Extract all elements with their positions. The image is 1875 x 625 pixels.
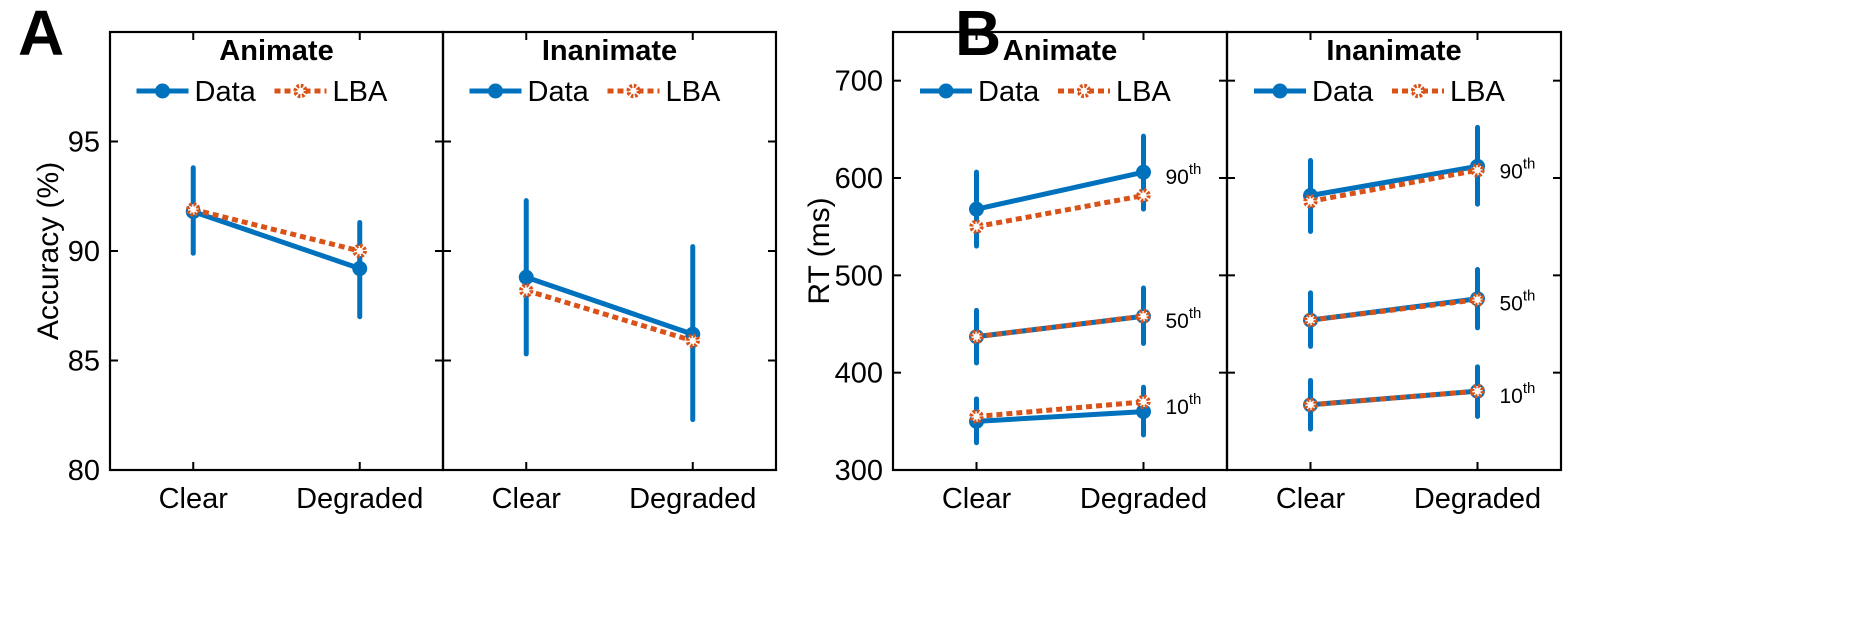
panel-a-animate-title: Animate: [219, 35, 333, 67]
panel-a-y-tick-label: 80: [68, 455, 100, 487]
panel-a-y-axis-label: Accuracy (%): [32, 162, 65, 340]
panel-a-inanimate-legend-lba-marker: [626, 83, 641, 99]
panel-a-inanimate-accuracy-lba-point: [685, 333, 700, 348]
percentile-suffix: th: [1189, 305, 1202, 322]
panel-b-inanimate-p90-data-line: [1310, 163, 1478, 198]
panel-b-inanimate-p90-lba-line: [1310, 167, 1478, 204]
panel-a-inanimate-legend-lba-label: LBA: [666, 76, 721, 108]
panel-b-animate-percentile-label-90: 90th: [1166, 161, 1202, 189]
percentile-suffix: th: [1189, 391, 1202, 408]
panel-a-inanimate-x-tick-label: Degraded: [629, 483, 756, 515]
panel-b-animate-title: Animate: [1003, 35, 1117, 67]
panel-b-inanimate-p50-lba-line: [1310, 297, 1478, 323]
panel-a-animate-accuracy-data-point: [352, 261, 368, 277]
panel-b-animate-p90-lba-point: [1136, 188, 1151, 203]
panel-b-inanimate-legend-lba-marker: [1410, 83, 1426, 99]
panel-b-inanimate-p90-lba-point: [1470, 163, 1485, 178]
panel-a-y-tick-label: 85: [68, 346, 100, 378]
percentile-suffix: th: [1523, 288, 1536, 305]
panel-b-inanimate-p10-lba-line: [1310, 388, 1478, 408]
percentile-suffix: th: [1523, 155, 1536, 172]
panel-a-animate-legend-data-marker: [155, 83, 170, 99]
panel-b-animate-p10-lba-point: [969, 409, 984, 424]
panel-a-y-tick-label: 90: [68, 236, 100, 268]
panel-b-animate-p90-data-point: [1136, 164, 1151, 180]
panel-b-y-tick-label: 500: [835, 260, 883, 292]
panel-a-animate-legend-lba-label: LBA: [333, 76, 388, 108]
panel-b-inanimate-p50-lba-point: [1470, 292, 1485, 307]
panel-a-animate-legend-lba-marker: [293, 83, 308, 99]
panel-a-animate-accuracy-lba-line: [192, 206, 361, 254]
panel-a-y-tick-label: 95: [68, 127, 100, 159]
panel-b-inanimate-axes-frame: [1225, 30, 1563, 472]
panel-a-inanimate-accuracy-data-point: [518, 269, 534, 285]
panel-a-animate-legend-data-label: Data: [195, 76, 257, 108]
panel-b-animate-p50-lba-point: [1136, 309, 1151, 324]
panel-b-y-tick-label: 300: [835, 455, 883, 487]
panel-b-inanimate-percentile-label-90: 90th: [1500, 155, 1536, 183]
plots-layer: Accuracy (%) 80 85 90 95 Clear Degraded Animate…: [32, 30, 1563, 515]
panel-b-inanimate-p10-lba-point: [1303, 397, 1318, 412]
panel-b-inanimate-legend-data-label: Data: [1312, 76, 1374, 108]
panel-b-animate-p90-lba-line: [976, 193, 1144, 230]
panel-b-animate-x-tick-label: Clear: [942, 483, 1012, 515]
panel-b-inanimate-p10-lba-point: [1470, 383, 1485, 399]
panel-b-animate-legend-data-marker: [938, 83, 954, 99]
panel-a-inanimate-accuracy-lba-line: [525, 288, 694, 344]
panel-b-animate-p90-lba-point: [969, 219, 984, 234]
panel-b-letter: B: [955, 0, 1001, 69]
percentile-number: 10: [1500, 385, 1523, 408]
panel-b-inanimate-p50-lba-point: [1303, 312, 1318, 328]
panel-b-y-tick-label: 700: [835, 66, 883, 98]
panel-b-animate-p90-data-point: [969, 201, 984, 217]
percentile-suffix: th: [1523, 380, 1536, 397]
panel-a-animate-accuracy-lba-point: [352, 243, 367, 259]
panel-b-animate-p50-lba-point: [969, 329, 984, 344]
panel-b-animate-legend-lba-label: LBA: [1116, 76, 1171, 108]
panel-b-animate-p10-data-line: [976, 409, 1144, 424]
panel-b-y-tick-label: 600: [835, 163, 883, 195]
percentile-number: 90: [1166, 166, 1189, 189]
percentile-number: 10: [1166, 396, 1189, 419]
panel-a-animate-accuracy-data-line: [192, 209, 361, 271]
percentile-number: 90: [1500, 160, 1523, 183]
panel-b-animate-percentile-label-10: 10th: [1166, 391, 1202, 419]
panel-b-inanimate-percentile-label-10: 10th: [1500, 380, 1536, 408]
panel-a-inanimate-accuracy-lba-point: [519, 283, 534, 298]
panel-b-inanimate-legend-lba-label: LBA: [1450, 76, 1505, 108]
percentile-suffix: th: [1189, 161, 1202, 178]
panel-a-inanimate-accuracy-data-line: [525, 274, 694, 337]
panel-b-animate-legend-lba-marker: [1076, 83, 1092, 99]
panel-b-y-tick-label: 400: [835, 358, 883, 390]
panel-a-inanimate-axes-frame: [441, 30, 778, 472]
panel-b-inanimate-p90-lba-point: [1303, 194, 1318, 209]
panel-a-animate-x-tick-label: Degraded: [296, 483, 423, 515]
panel-b-animate-p50-lba-line: [976, 313, 1144, 340]
panel-b-inanimate-x-tick-label: Degraded: [1414, 483, 1541, 515]
panel-b-inanimate-percentile-label-50: 50th: [1500, 288, 1536, 316]
panel-a-inanimate-legend-data-label: Data: [528, 76, 590, 108]
panel-a-inanimate-title: Inanimate: [542, 35, 677, 67]
percentile-number: 50: [1500, 293, 1523, 316]
panel-a-animate-accuracy-lba-point: [186, 202, 201, 217]
panel-b-y-axis-label: RT (ms): [803, 197, 836, 304]
panel-b-animate-legend-data-label: Data: [978, 76, 1040, 108]
panel-a-inanimate-legend-data-marker: [488, 83, 503, 99]
percentile-number: 50: [1166, 310, 1189, 333]
panel-b-inanimate-x-tick-label: Clear: [1276, 483, 1346, 515]
panel-b-animate-x-tick-label: Degraded: [1080, 483, 1207, 515]
panel-b-animate-percentile-label-50: 50th: [1166, 305, 1202, 333]
panel-a-inanimate-x-tick-label: Clear: [492, 483, 562, 515]
panel-b-inanimate-legend-data-marker: [1272, 83, 1288, 99]
panel-b-animate-p10-lba-point: [1136, 394, 1151, 410]
panel-a-letter: A: [18, 0, 64, 69]
panel-b-animate-p10-lba-line: [976, 399, 1144, 419]
panel-b-animate-p90-data-line: [975, 169, 1145, 212]
panel-b-inanimate-title: Inanimate: [1326, 35, 1461, 67]
panel-a-animate-x-tick-label: Clear: [159, 483, 229, 515]
